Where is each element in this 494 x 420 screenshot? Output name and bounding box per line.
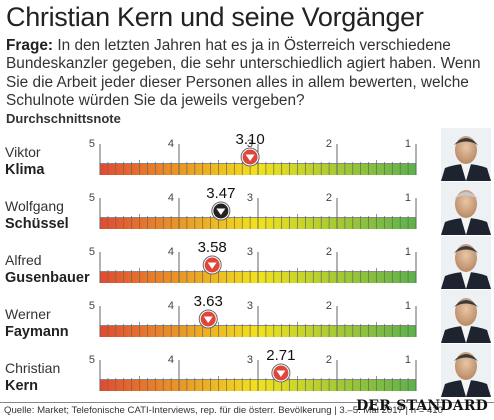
tick-label: 2 xyxy=(326,192,332,204)
portrait-shirt xyxy=(461,272,471,289)
portrait-shirt xyxy=(461,380,471,397)
row-kern: Christian Kern 5 4 3 2 1 2.71 xyxy=(5,344,491,397)
row-last-name: Schüssel xyxy=(5,216,69,232)
portrait-face xyxy=(455,298,477,326)
row-first-name: Viktor xyxy=(5,144,41,160)
portrait-hair xyxy=(454,300,478,307)
marker-arrow xyxy=(207,262,217,269)
tick-label: 4 xyxy=(168,354,174,366)
portrait-face xyxy=(455,136,477,164)
row-last-name: Faymann xyxy=(5,324,69,340)
portrait-face xyxy=(455,244,477,272)
tick-label: 4 xyxy=(168,138,174,150)
tick-label: 1 xyxy=(405,246,411,258)
question-body: In den letzten Jahren hat es ja in Öster… xyxy=(6,37,481,109)
portrait-kern xyxy=(441,344,491,397)
footer: Quelle: Market; Telefonische CATI-Interv… xyxy=(0,398,494,420)
value-label: 3.63 xyxy=(194,293,223,310)
portrait-hair xyxy=(454,354,478,361)
tick-label: 1 xyxy=(405,354,411,366)
tick-label: 5 xyxy=(89,138,95,150)
portrait-shirt xyxy=(461,218,471,235)
brand-logo: DER STANDARD xyxy=(356,398,488,414)
tick-label: 3 xyxy=(247,300,253,312)
row-last-name: Klima xyxy=(5,162,45,178)
row-gusenbauer: Alfred Gusenbauer 5 4 3 2 1 3.58 xyxy=(5,236,491,289)
question-label: Frage: xyxy=(6,37,54,54)
tick-label: 5 xyxy=(89,246,95,258)
tick-label: 3 xyxy=(247,354,253,366)
portrait-hair xyxy=(454,138,478,145)
tick-label: 4 xyxy=(168,192,174,204)
row-first-name: Werner xyxy=(5,306,51,322)
row-schüssel: Wolfgang Schüssel 5 4 3 2 1 3.47 xyxy=(5,182,491,235)
portrait-hair xyxy=(454,246,478,253)
value-label: 3.47 xyxy=(206,185,235,202)
value-label: 2.71 xyxy=(266,347,295,364)
portrait-face xyxy=(455,190,477,218)
row-last-name: Kern xyxy=(5,378,38,394)
tick-label: 1 xyxy=(405,192,411,204)
grade-chart: Viktor Klima 5 4 3 2 1 3.10 Wolfgang Schüssel 5 4 3 2… xyxy=(5,128,491,397)
tick-label: 5 xyxy=(89,354,95,366)
row-klima: Viktor Klima 5 4 3 2 1 3.10 xyxy=(5,128,491,181)
marker-arrow xyxy=(276,370,286,377)
question-text: Frage: In den letzten Jahren hat es ja i… xyxy=(6,37,492,110)
page-title: Christian Kern und seine Vorgänger xyxy=(6,2,424,32)
tick-label: 3 xyxy=(247,246,253,258)
tick-label: 2 xyxy=(326,246,332,258)
tick-label: 1 xyxy=(405,300,411,312)
tick-label: 4 xyxy=(168,246,174,258)
row-first-name: Christian xyxy=(5,360,60,376)
marker-arrow xyxy=(245,154,255,161)
portrait-face xyxy=(455,352,477,380)
tick-label: 1 xyxy=(405,138,411,150)
marker-arrow xyxy=(203,316,213,323)
row-first-name: Alfred xyxy=(5,252,42,268)
value-label: 3.10 xyxy=(235,131,264,148)
tick-label: 5 xyxy=(89,192,95,204)
value-label: 3.58 xyxy=(198,239,227,256)
tick-label: 2 xyxy=(326,138,332,150)
portrait-faymann xyxy=(441,290,491,343)
tick-label: 4 xyxy=(168,300,174,312)
portrait-hair xyxy=(454,192,478,199)
source-note: Quelle: Market; Telefonische CATI-Interv… xyxy=(4,405,443,416)
tick-label: 2 xyxy=(326,300,332,312)
tick-label: 2 xyxy=(326,354,332,366)
portrait-klima xyxy=(441,128,491,181)
tick-label: 3 xyxy=(247,138,253,150)
row-last-name: Gusenbauer xyxy=(5,270,90,286)
marker-arrow xyxy=(216,208,226,215)
tick-label: 5 xyxy=(89,300,95,312)
portrait-gusenbauer xyxy=(441,236,491,289)
axis-label: Durchschnittsnote xyxy=(6,111,121,126)
row-first-name: Wolfgang xyxy=(5,198,64,214)
row-faymann: Werner Faymann 5 4 3 2 1 3.63 xyxy=(5,290,491,343)
portrait-schüssel xyxy=(441,182,491,235)
portrait-shirt xyxy=(461,164,471,181)
tick-label: 3 xyxy=(247,192,253,204)
portrait-shirt xyxy=(461,326,471,343)
